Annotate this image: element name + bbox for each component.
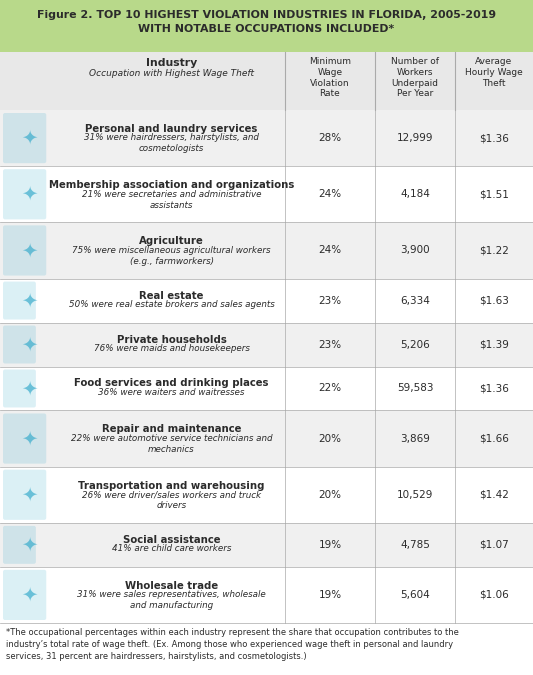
Text: 24%: 24% bbox=[318, 189, 342, 199]
Text: ✦: ✦ bbox=[21, 535, 37, 554]
Text: $1.63: $1.63 bbox=[479, 296, 509, 306]
Text: 21% were secretaries and administrative
assistants: 21% were secretaries and administrative … bbox=[82, 190, 261, 210]
Text: $1.07: $1.07 bbox=[479, 540, 509, 550]
FancyBboxPatch shape bbox=[0, 323, 533, 367]
Text: 20%: 20% bbox=[319, 490, 342, 500]
FancyBboxPatch shape bbox=[3, 225, 46, 275]
Text: 36% were waiters and waitresses: 36% were waiters and waitresses bbox=[98, 388, 245, 397]
Text: $1.06: $1.06 bbox=[479, 590, 509, 600]
FancyBboxPatch shape bbox=[0, 0, 533, 52]
Text: Industry: Industry bbox=[146, 58, 197, 68]
Text: 31% were hairdressers, hairstylists, and
cosmetologists: 31% were hairdressers, hairstylists, and… bbox=[84, 134, 259, 153]
Text: ✦: ✦ bbox=[21, 335, 37, 354]
Text: Occupation with Highest Wage Theft: Occupation with Highest Wage Theft bbox=[89, 69, 254, 78]
FancyBboxPatch shape bbox=[0, 222, 533, 279]
Text: 24%: 24% bbox=[318, 246, 342, 255]
Text: 26% were driver/sales workers and truck
drivers: 26% were driver/sales workers and truck … bbox=[82, 490, 261, 510]
Text: ✦: ✦ bbox=[21, 241, 37, 260]
Text: ✦: ✦ bbox=[21, 185, 37, 204]
Text: 22% were automotive service technicians and
mechanics: 22% were automotive service technicians … bbox=[71, 434, 272, 454]
Text: $1.36: $1.36 bbox=[479, 133, 509, 143]
Text: ✦: ✦ bbox=[21, 291, 37, 310]
FancyBboxPatch shape bbox=[0, 279, 533, 323]
Text: Food services and drinking places: Food services and drinking places bbox=[74, 379, 269, 389]
Text: Agriculture: Agriculture bbox=[139, 236, 204, 246]
Text: Figure 2. TOP 10 HIGHEST VIOLATION INDUSTRIES IN FLORIDA, 2005-2019: Figure 2. TOP 10 HIGHEST VIOLATION INDUS… bbox=[37, 10, 496, 20]
Text: 23%: 23% bbox=[318, 340, 342, 350]
Text: Real estate: Real estate bbox=[139, 290, 204, 300]
Text: Repair and maintenance: Repair and maintenance bbox=[102, 425, 241, 434]
Text: Social assistance: Social assistance bbox=[123, 535, 220, 545]
FancyBboxPatch shape bbox=[0, 110, 533, 166]
Text: Wholesale trade: Wholesale trade bbox=[125, 580, 218, 591]
Text: 6,334: 6,334 bbox=[400, 296, 430, 306]
Text: ✦: ✦ bbox=[21, 585, 37, 604]
Text: WITH NOTABLE OCCUPATIONS INCLUDED*: WITH NOTABLE OCCUPATIONS INCLUDED* bbox=[139, 24, 394, 34]
Text: *The occupational percentages within each industry represent the share that occu: *The occupational percentages within eac… bbox=[6, 628, 459, 662]
Text: Transportation and warehousing: Transportation and warehousing bbox=[78, 481, 265, 491]
Text: 19%: 19% bbox=[318, 540, 342, 550]
Text: Minimum
Wage
Violation
Rate: Minimum Wage Violation Rate bbox=[309, 57, 351, 99]
FancyBboxPatch shape bbox=[3, 526, 36, 564]
Text: Membership association and organizations: Membership association and organizations bbox=[49, 180, 294, 190]
Text: 23%: 23% bbox=[318, 296, 342, 306]
FancyBboxPatch shape bbox=[0, 567, 533, 623]
Text: $1.22: $1.22 bbox=[479, 246, 509, 255]
Text: Number of
Workers
Underpaid
Per Year: Number of Workers Underpaid Per Year bbox=[391, 57, 439, 99]
Text: 19%: 19% bbox=[318, 590, 342, 600]
Text: 75% were miscellaneous agricultural workers
(e.g., farmworkers): 75% were miscellaneous agricultural work… bbox=[72, 246, 271, 266]
Text: 10,529: 10,529 bbox=[397, 490, 433, 500]
Text: ✦: ✦ bbox=[21, 379, 37, 398]
Text: Average
Hourly Wage
Theft: Average Hourly Wage Theft bbox=[465, 57, 523, 88]
FancyBboxPatch shape bbox=[3, 169, 46, 219]
Text: $1.51: $1.51 bbox=[479, 189, 509, 199]
Text: 4,184: 4,184 bbox=[400, 189, 430, 199]
Text: 28%: 28% bbox=[318, 133, 342, 143]
FancyBboxPatch shape bbox=[0, 367, 533, 410]
Text: 4,785: 4,785 bbox=[400, 540, 430, 550]
Text: 5,206: 5,206 bbox=[400, 340, 430, 350]
Text: ✦: ✦ bbox=[21, 429, 37, 448]
FancyBboxPatch shape bbox=[0, 166, 533, 222]
Text: $1.42: $1.42 bbox=[479, 490, 509, 500]
FancyBboxPatch shape bbox=[3, 414, 46, 464]
Text: $1.39: $1.39 bbox=[479, 340, 509, 350]
Text: 76% were maids and housekeepers: 76% were maids and housekeepers bbox=[94, 344, 249, 353]
FancyBboxPatch shape bbox=[0, 410, 533, 466]
Text: 3,900: 3,900 bbox=[400, 246, 430, 255]
FancyBboxPatch shape bbox=[3, 281, 36, 319]
Text: 50% were real estate brokers and sales agents: 50% were real estate brokers and sales a… bbox=[69, 300, 274, 309]
FancyBboxPatch shape bbox=[0, 523, 533, 567]
Text: 22%: 22% bbox=[318, 383, 342, 394]
Text: ✦: ✦ bbox=[21, 485, 37, 504]
Text: 3,869: 3,869 bbox=[400, 433, 430, 443]
FancyBboxPatch shape bbox=[3, 113, 46, 163]
Text: ✦: ✦ bbox=[21, 129, 37, 148]
FancyBboxPatch shape bbox=[3, 570, 46, 620]
Text: 20%: 20% bbox=[319, 433, 342, 443]
Text: Private households: Private households bbox=[117, 335, 227, 344]
FancyBboxPatch shape bbox=[0, 52, 533, 110]
FancyBboxPatch shape bbox=[3, 369, 36, 408]
Text: $1.66: $1.66 bbox=[479, 433, 509, 443]
FancyBboxPatch shape bbox=[3, 325, 36, 364]
FancyBboxPatch shape bbox=[0, 466, 533, 523]
Text: 59,583: 59,583 bbox=[397, 383, 433, 394]
FancyBboxPatch shape bbox=[3, 470, 46, 520]
Text: 31% were sales representatives, wholesale
and manufacturing: 31% were sales representatives, wholesal… bbox=[77, 590, 266, 610]
Text: 41% are child care workers: 41% are child care workers bbox=[112, 544, 231, 554]
Text: 12,999: 12,999 bbox=[397, 133, 433, 143]
Text: 5,604: 5,604 bbox=[400, 590, 430, 600]
Text: Personal and laundry services: Personal and laundry services bbox=[85, 124, 257, 134]
Text: $1.36: $1.36 bbox=[479, 383, 509, 394]
